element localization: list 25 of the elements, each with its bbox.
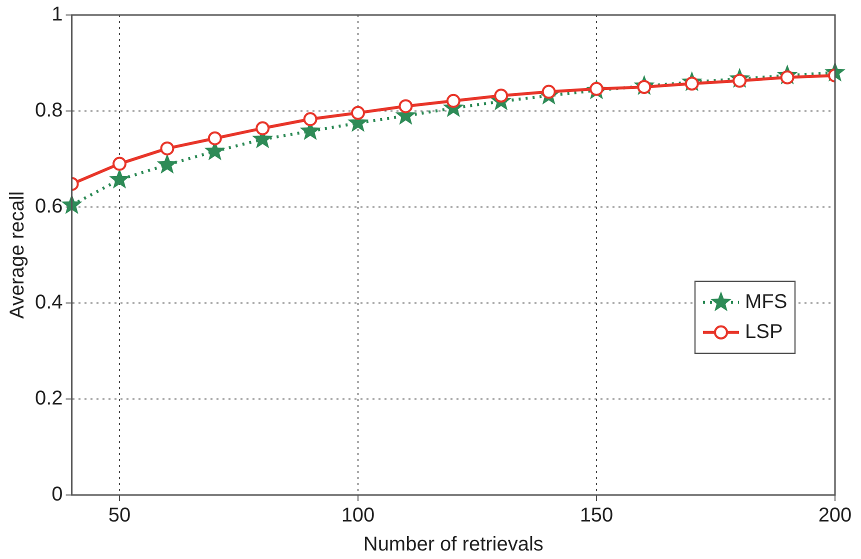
- point: [109, 168, 130, 189]
- x-tick-label: 50: [108, 504, 131, 527]
- y-tick-label: 0.4: [34, 292, 63, 314]
- point: [351, 106, 365, 120]
- point: [256, 121, 270, 136]
- x-tick-label: 200: [818, 504, 852, 527]
- point: [208, 131, 222, 146]
- y-tick-label: 0.8: [34, 100, 63, 122]
- legend-label: LSP: [745, 320, 783, 343]
- y-tick-label: 1: [52, 4, 63, 26]
- point: [156, 154, 178, 174]
- point: [303, 112, 318, 126]
- y-tick-label: 0.2: [34, 388, 63, 410]
- point: [160, 141, 174, 156]
- x-axis-title: Number of retrievals: [363, 534, 544, 556]
- y-tick-label: 0.6: [34, 196, 63, 218]
- point: [446, 94, 460, 108]
- legend-label: MFS: [745, 290, 788, 313]
- point: [494, 88, 508, 103]
- point: [112, 156, 127, 171]
- x-tick-label: 150: [580, 504, 614, 527]
- x-tick-label: 100: [341, 504, 375, 527]
- point: [398, 99, 413, 114]
- y-axis-title: Average recall: [6, 191, 29, 319]
- y-tick-label: 0: [52, 484, 63, 506]
